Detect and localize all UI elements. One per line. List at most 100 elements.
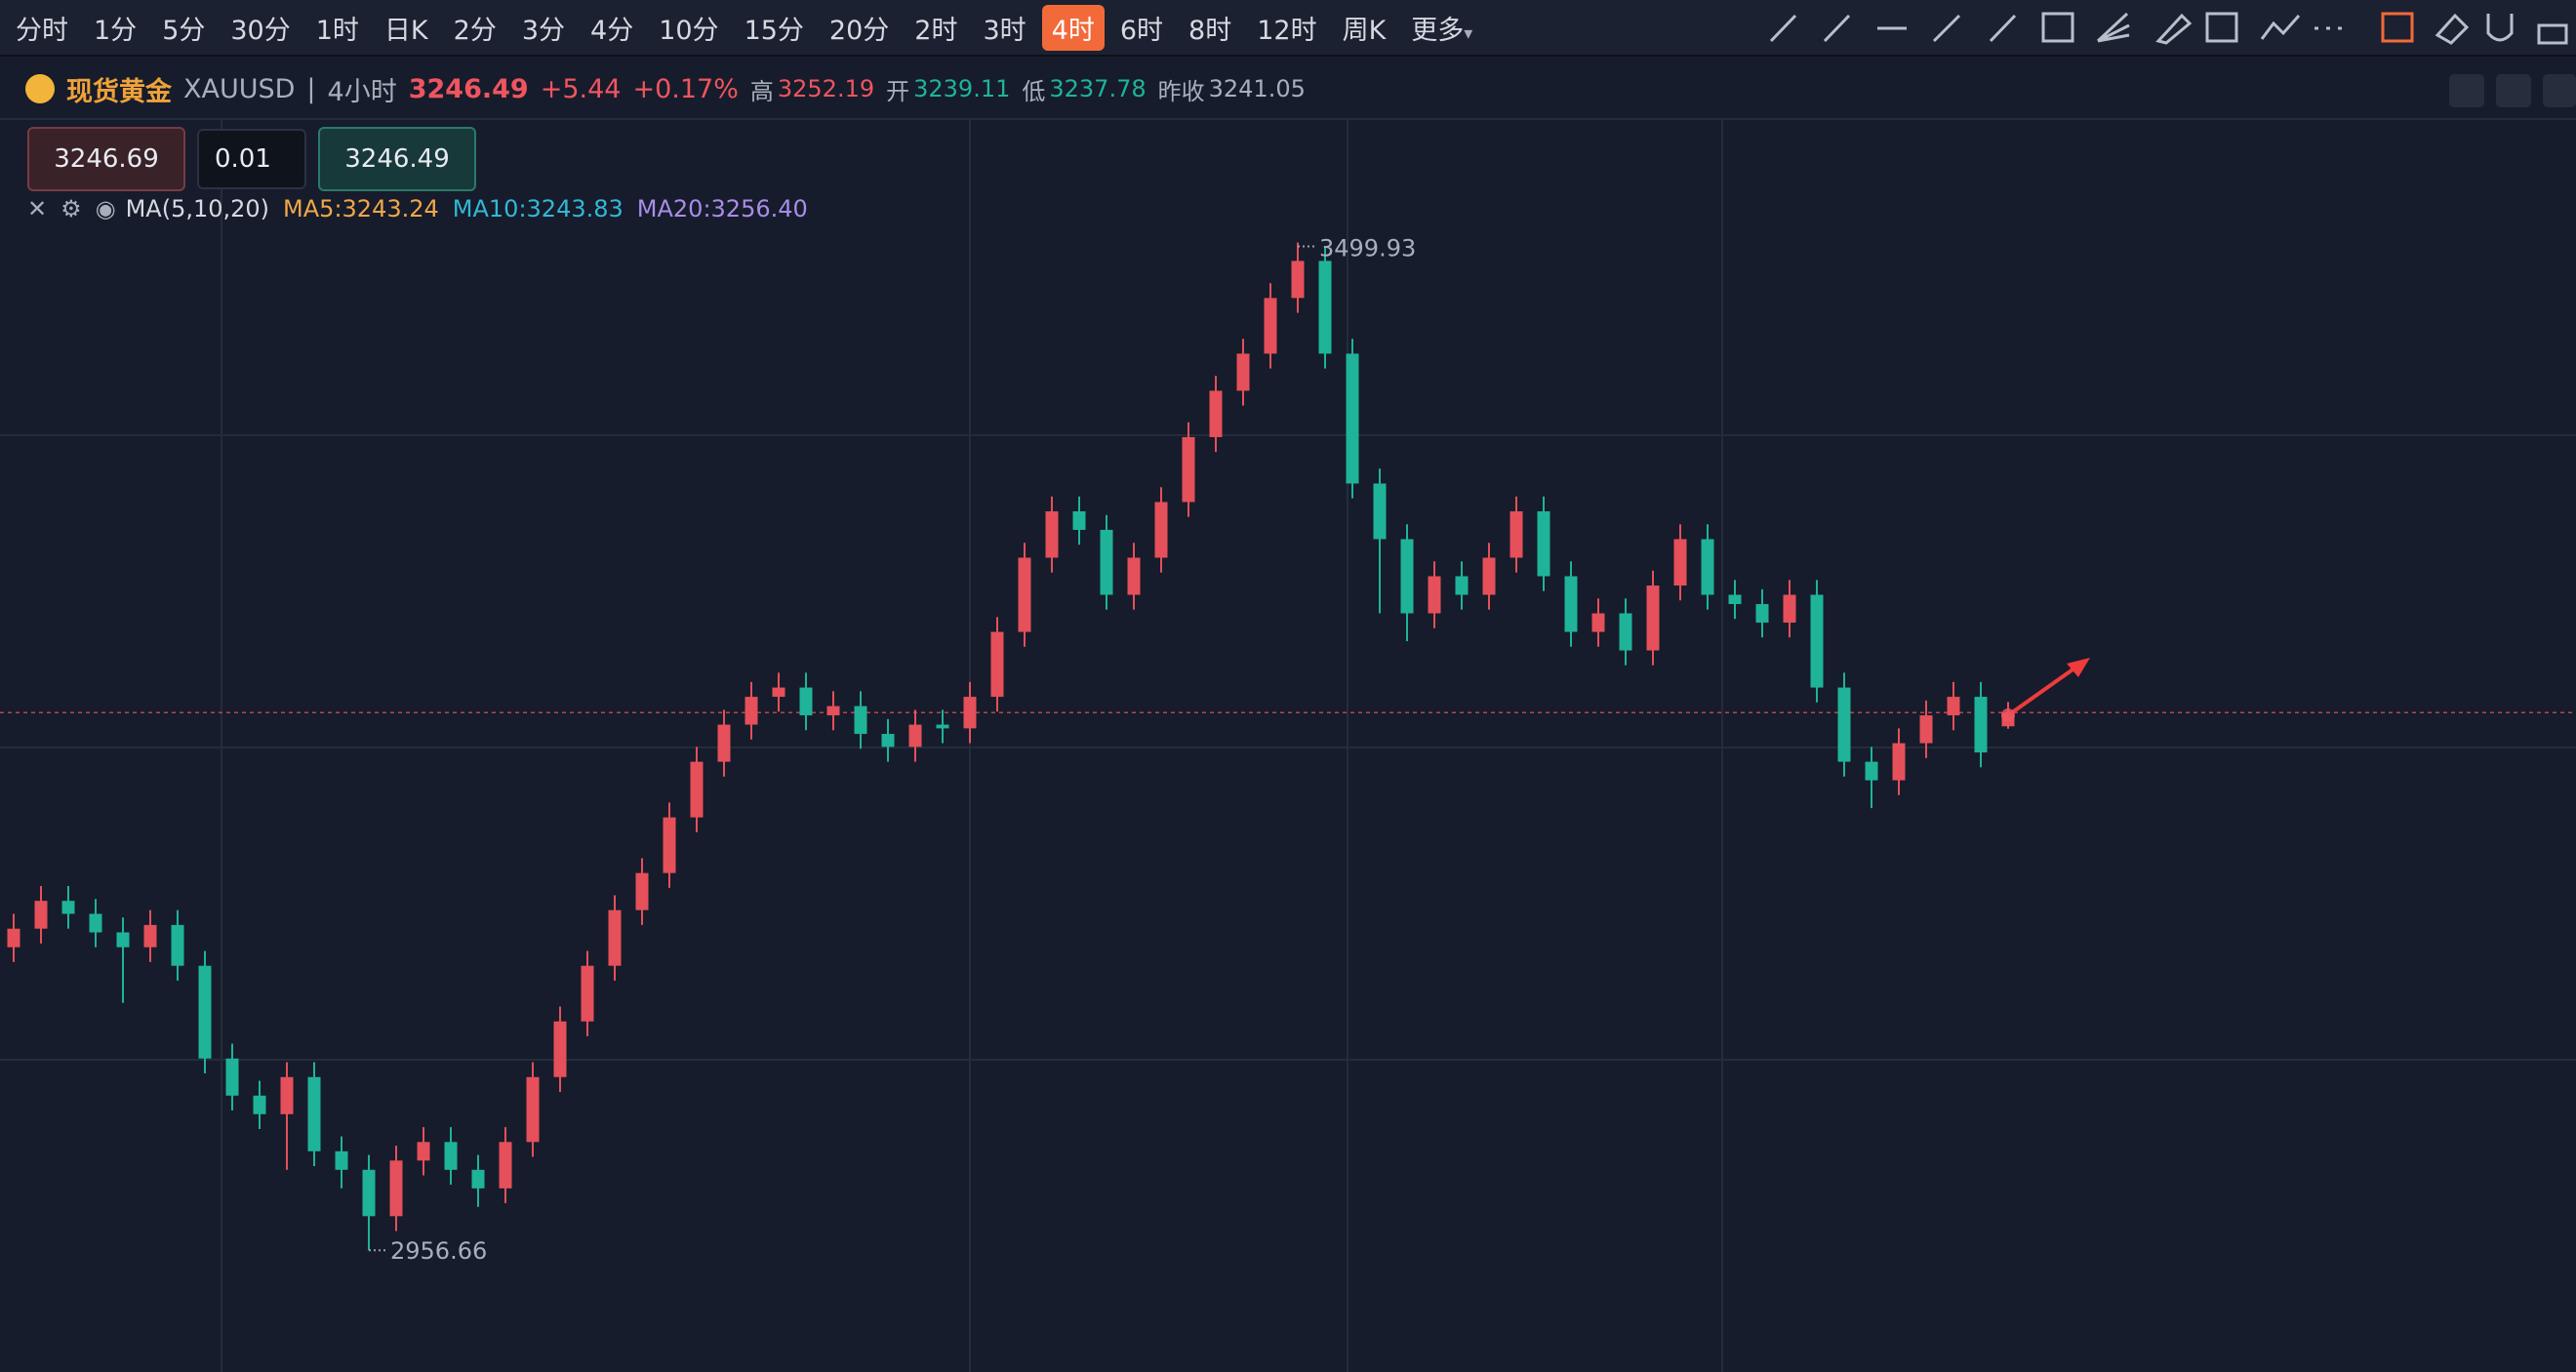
candle-body bbox=[1428, 576, 1441, 614]
timeframe-tab[interactable]: 4分 bbox=[590, 15, 634, 46]
candle-body bbox=[499, 1142, 512, 1189]
candle-body bbox=[1537, 510, 1550, 577]
close-icon[interactable]: ✕ bbox=[27, 195, 48, 222]
candle-body bbox=[1072, 510, 1086, 530]
candle-body bbox=[1865, 761, 1878, 781]
candle-body bbox=[1018, 557, 1031, 632]
candle-body bbox=[1810, 594, 1824, 688]
candle-body bbox=[1646, 585, 1660, 651]
candle-body bbox=[1182, 436, 1195, 503]
timeframe-tab[interactable]: 5分 bbox=[162, 15, 206, 46]
timeframe-tab[interactable]: 1分 bbox=[94, 15, 138, 46]
candle-body bbox=[553, 1021, 567, 1077]
candle-body bbox=[1291, 261, 1305, 299]
low-label: 低 bbox=[1022, 77, 1046, 105]
candle-body bbox=[1728, 594, 1742, 605]
timeframe-tab[interactable]: 3分 bbox=[521, 15, 566, 46]
candle-body bbox=[963, 697, 977, 729]
candle-body bbox=[1346, 353, 1359, 484]
visibility-icon[interactable]: ◉ bbox=[95, 195, 116, 222]
symbol-code[interactable]: XAUUSD bbox=[183, 73, 296, 104]
candle-body bbox=[1100, 529, 1113, 595]
timeframe-tab[interactable]: 8时 bbox=[1188, 15, 1232, 46]
ma10: MA10:3243.83 bbox=[452, 195, 624, 222]
timeframe-tab[interactable]: 6时 bbox=[1119, 15, 1164, 46]
timeframe-tab[interactable]: 30分 bbox=[230, 15, 291, 46]
candle-body bbox=[1755, 604, 1769, 624]
candle-body bbox=[854, 706, 867, 735]
timeframe-tab[interactable]: 日K bbox=[383, 15, 428, 46]
candle-body bbox=[143, 924, 157, 948]
candle-body bbox=[1318, 261, 1332, 354]
candle-body bbox=[581, 965, 594, 1022]
candle-body bbox=[1837, 687, 1851, 762]
symbol-name[interactable]: 现货黄金 bbox=[66, 76, 172, 107]
candle-body bbox=[608, 909, 622, 966]
symbol-icon bbox=[25, 74, 55, 103]
timeframe-tab[interactable]: 10分 bbox=[659, 15, 719, 46]
settings-icon[interactable]: ⚙ bbox=[60, 195, 82, 222]
high: 3252.19 bbox=[777, 75, 875, 102]
timeframe-tab[interactable]: 更多 bbox=[1401, 5, 1482, 51]
timeframe-tab[interactable]: 分时 bbox=[16, 15, 68, 46]
timeframe-tab[interactable]: 20分 bbox=[828, 15, 890, 46]
quantity[interactable]: 0.01 bbox=[197, 129, 306, 189]
candle-body bbox=[307, 1076, 321, 1151]
candle-body bbox=[1673, 539, 1687, 586]
timeframe-tab[interactable]: 3时 bbox=[983, 15, 1026, 46]
candle-body bbox=[34, 901, 48, 929]
timeframe-tab[interactable]: 4时 bbox=[1041, 4, 1105, 51]
change: +5.44 bbox=[540, 73, 622, 104]
timeframe-tab[interactable]: 周K bbox=[1342, 15, 1387, 46]
tool-button[interactable] bbox=[2543, 74, 2576, 107]
candle-body bbox=[335, 1150, 348, 1170]
candle-body bbox=[1892, 743, 1906, 781]
candle-body bbox=[717, 724, 731, 762]
period[interactable]: 4小时 bbox=[327, 76, 397, 107]
candle-body bbox=[198, 965, 212, 1059]
candle-body bbox=[471, 1169, 485, 1189]
timeframe-tab[interactable]: 12时 bbox=[1257, 15, 1317, 46]
candle-body bbox=[1591, 613, 1605, 632]
low: 3237.78 bbox=[1049, 75, 1147, 102]
candle-body bbox=[1919, 715, 1933, 744]
trend-arrow bbox=[2006, 664, 2080, 717]
candle-body bbox=[663, 817, 676, 873]
candle-body bbox=[362, 1169, 376, 1217]
candle-body bbox=[7, 928, 20, 948]
candle-body bbox=[1264, 298, 1277, 354]
tool-button[interactable] bbox=[2449, 74, 2484, 107]
buy-price[interactable]: 3246.49 bbox=[318, 127, 476, 191]
candle-body bbox=[171, 924, 184, 966]
candle-body bbox=[526, 1076, 540, 1143]
order-panel: 3246.69 0.01 3246.49 bbox=[27, 127, 476, 191]
candle-body bbox=[1209, 390, 1223, 437]
candle-body bbox=[1236, 353, 1250, 391]
candle-body bbox=[799, 687, 813, 716]
candle-body bbox=[690, 761, 704, 818]
timeframe-tab[interactable]: 2时 bbox=[914, 15, 958, 46]
prev-label: 昨收 bbox=[1157, 77, 1205, 105]
tool-button[interactable] bbox=[2496, 74, 2531, 107]
high-label: 高 bbox=[749, 77, 774, 105]
price: 3246.49 bbox=[408, 73, 529, 104]
indicator-name: MA(5,10,20) bbox=[125, 195, 270, 222]
candle-body bbox=[745, 697, 758, 725]
candle-body bbox=[1619, 613, 1632, 651]
candle-body bbox=[635, 872, 649, 910]
open: 3239.11 bbox=[913, 75, 1011, 102]
candle-body bbox=[772, 687, 785, 698]
candle-body bbox=[1154, 502, 1168, 558]
timeframe-tab[interactable]: 1时 bbox=[315, 15, 359, 46]
candle-body bbox=[881, 734, 895, 747]
candle-body bbox=[1509, 510, 1523, 558]
candle-body bbox=[61, 901, 75, 914]
timeframe-tab[interactable]: 2分 bbox=[453, 15, 497, 46]
candle-body bbox=[280, 1076, 294, 1114]
timeframe-tab[interactable]: 15分 bbox=[744, 15, 804, 46]
price-dot bbox=[2001, 708, 2015, 722]
symbol-header: 现货黄金 XAUUSD | 4小时 3246.49 +5.44 +0.17% 高… bbox=[25, 64, 1306, 113]
candle-body bbox=[1373, 483, 1387, 540]
candle-body bbox=[89, 913, 102, 933]
sell-price[interactable]: 3246.69 bbox=[27, 127, 185, 191]
